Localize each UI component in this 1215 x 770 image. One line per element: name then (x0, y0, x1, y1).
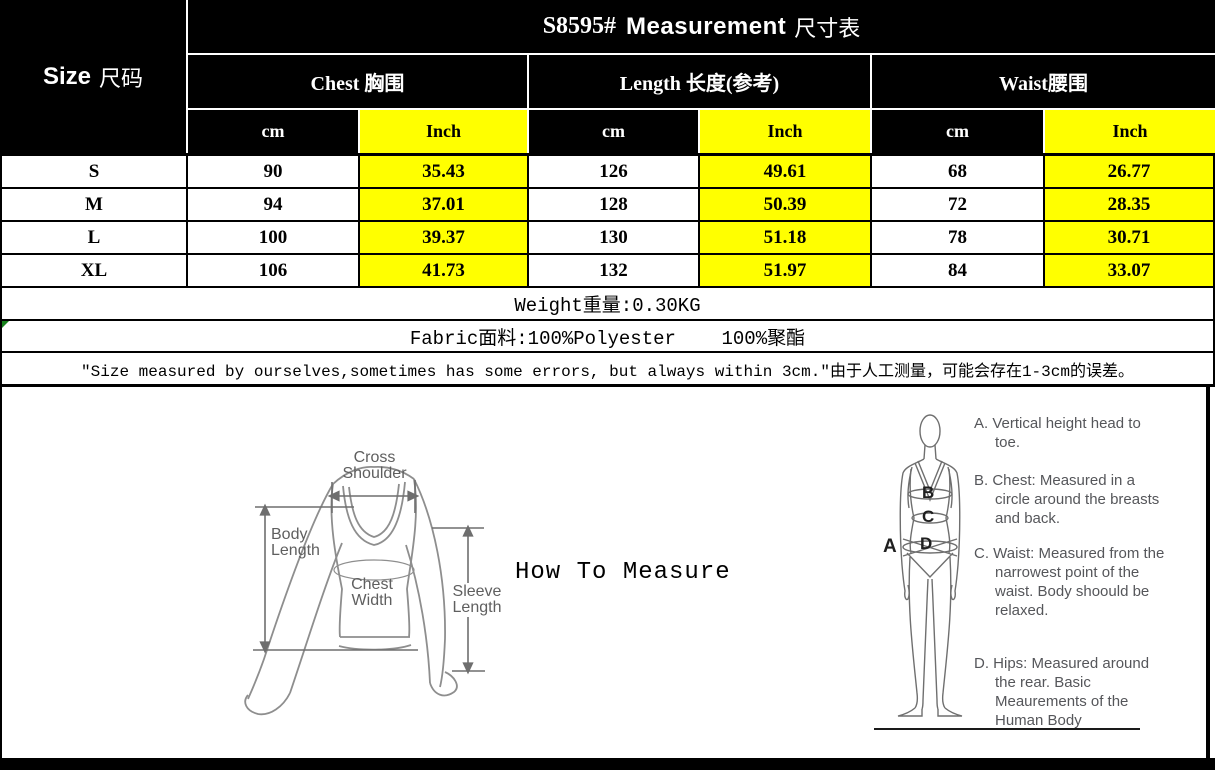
figure-label-c: C (922, 507, 935, 526)
size-cell: M (2, 189, 186, 220)
length-cm-cell: 126 (529, 156, 698, 187)
figure-label-b: B (922, 483, 935, 502)
garment-drawing (244, 465, 458, 716)
length-group-header: Length 长度(参考) (529, 55, 870, 108)
chest-inch-cell: 41.73 (360, 255, 527, 286)
measure-note-row: ″Size measured by ourselves,sometimes ha… (0, 353, 1215, 387)
length-inch-cell: 51.18 (700, 222, 870, 253)
instruction-c: C. Waist: Measured from the narrowest po… (974, 545, 1165, 619)
chest-inch-cell: 35.43 (360, 156, 527, 187)
chest-cm-cell: 100 (188, 222, 358, 253)
fabric-text: Fabric面料:100%Polyester 100%聚酯 (409, 327, 806, 350)
instruction-a: A. Vertical height head to toe. (974, 415, 1141, 451)
waist-cm-header: cm (872, 110, 1043, 153)
bottom-border-bar (0, 758, 1215, 770)
body-length-label: Body Length (271, 526, 320, 559)
instruction-b: B. Chest: Measured in a circle around th… (974, 472, 1160, 527)
chest-group-header: Chest 胸围 (188, 55, 527, 108)
chest-cm-cell: 106 (188, 255, 358, 286)
waist-inch-cell: 28.35 (1045, 189, 1213, 220)
chest-inch-cell: 37.01 (360, 189, 527, 220)
cell-comment-marker (2, 321, 9, 328)
chest-inch-header: Inch (360, 110, 527, 153)
waist-group-header: Waist腰围 (872, 55, 1215, 108)
instruction-d: D. Hips: Measured around the rear. Basic… (974, 655, 1150, 729)
figure-label-d: D (920, 534, 933, 553)
waist-cm-cell: 84 (872, 255, 1043, 286)
chest-cm-cell: 90 (188, 156, 358, 187)
size-column-header: Size 尺码 (0, 0, 186, 153)
how-to-measure-section: Cross Shoulder Body Length Chest Width S… (0, 387, 1215, 758)
size-header-en: Size (42, 62, 91, 90)
style-code: S8595# (542, 13, 617, 39)
body-figure-drawing (897, 414, 963, 717)
length-cm-cell: 130 (529, 222, 698, 253)
fabric-row: Fabric面料:100%Polyester 100%聚酯 (0, 321, 1215, 353)
figure-label-a: A (883, 536, 897, 557)
sheet-title: S8595# Measurement 尺寸表 (188, 0, 1215, 53)
waist-cm-cell: 72 (872, 189, 1043, 220)
chest-cm-header: cm (188, 110, 358, 153)
chest-width-label: Chest Width (351, 576, 393, 609)
size-cell: L (2, 222, 186, 253)
cross-shoulder-label: Cross Shoulder (342, 449, 407, 482)
chest-cm-cell: 94 (188, 189, 358, 220)
sleeve-length-label: Sleeve Length (446, 583, 508, 617)
waist-cm-cell: 78 (872, 222, 1043, 253)
length-inch-cell: 49.61 (700, 156, 870, 187)
how-to-measure-heading: How To Measure (515, 559, 731, 586)
waist-inch-header: Inch (1045, 110, 1215, 153)
waist-inch-cell: 33.07 (1045, 255, 1213, 286)
length-inch-cell: 51.97 (700, 255, 870, 286)
table-header: Size 尺码 S8595# Measurement 尺寸表 Chest 胸围 … (0, 0, 1215, 153)
title-cjk: 尺寸表 (794, 15, 861, 41)
waist-inch-cell: 30.71 (1045, 222, 1213, 253)
length-cm-header: cm (529, 110, 698, 153)
size-cell: XL (2, 255, 186, 286)
right-border-line (1206, 387, 1210, 758)
chest-inch-cell: 39.37 (360, 222, 527, 253)
title-word: Measurement (626, 12, 787, 40)
size-cell: S (2, 156, 186, 187)
size-header-cjk: 尺码 (99, 65, 144, 91)
waist-cm-cell: 68 (872, 156, 1043, 187)
waist-inch-cell: 26.77 (1045, 156, 1213, 187)
length-inch-cell: 50.39 (700, 189, 870, 220)
length-inch-header: Inch (700, 110, 870, 153)
weight-row: Weight重量:0.30KG (0, 288, 1215, 321)
size-table-body: S 90 35.43 126 49.61 68 26.77 M 94 37.01… (0, 153, 1215, 288)
length-cm-cell: 128 (529, 189, 698, 220)
length-cm-cell: 132 (529, 255, 698, 286)
